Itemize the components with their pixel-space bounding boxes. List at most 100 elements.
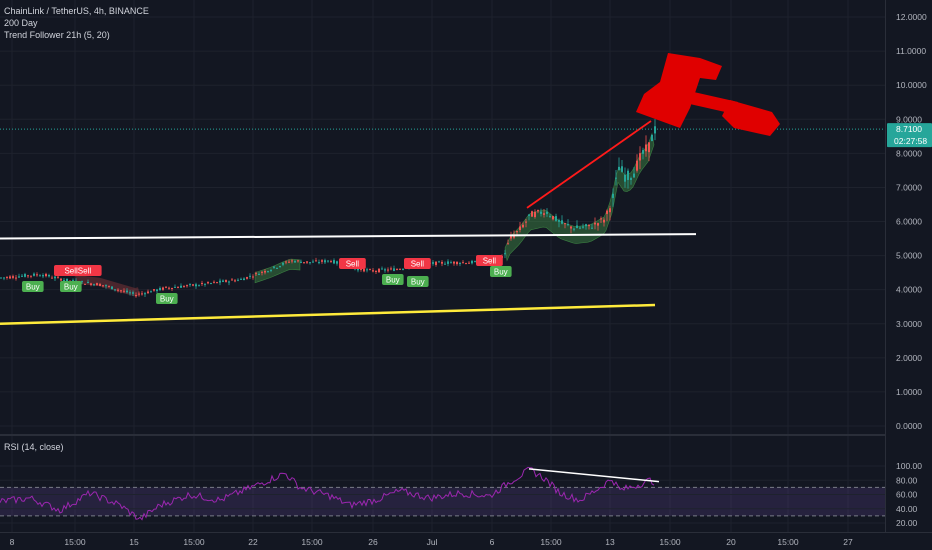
- rsi-line: [0, 466, 655, 521]
- candle-body: [303, 262, 305, 264]
- candle-body: [450, 262, 452, 264]
- candle-body: [234, 280, 236, 282]
- time-tick-label: 26: [368, 537, 378, 547]
- candle-body: [381, 268, 383, 270]
- price-tick-label: 10.0000: [896, 80, 927, 90]
- candle-body: [27, 275, 29, 277]
- candle-body: [171, 287, 173, 290]
- candle-body: [276, 267, 278, 269]
- candle-body: [267, 271, 269, 273]
- candle-body: [201, 283, 203, 285]
- candle-body: [456, 261, 458, 265]
- candle-body: [573, 228, 575, 230]
- candle-body: [645, 144, 647, 152]
- time-scale[interactable]: [0, 532, 932, 550]
- candle-body: [369, 269, 371, 271]
- candle-body: [0, 277, 2, 279]
- ma-200-line[interactable]: [0, 303, 656, 326]
- buy-signal-badge[interactable]: [60, 281, 82, 292]
- buy-signal-badge[interactable]: [407, 276, 429, 287]
- indicator-200-day[interactable]: 200 Day: [4, 18, 38, 28]
- candle-body: [18, 276, 20, 278]
- sell-signal-badge-label: Sell: [483, 257, 497, 266]
- candle-body: [228, 281, 230, 283]
- price-tick-label: 0.0000: [896, 421, 922, 431]
- candle-body: [129, 292, 131, 294]
- symbol-legend[interactable]: ChainLink / TetherUS, 4h, BINANCE: [4, 6, 149, 16]
- sell-signal-badge-label: SellSell: [64, 267, 91, 276]
- candle-body: [84, 283, 86, 285]
- candle-body: [210, 283, 212, 285]
- sell-signal-badge[interactable]: [339, 258, 366, 269]
- candle-body: [51, 277, 53, 279]
- time-tick-label: 8: [10, 537, 15, 547]
- candle-body: [336, 261, 338, 264]
- candle-body: [558, 220, 560, 222]
- buy-signal-badge[interactable]: [22, 281, 44, 292]
- candle-body: [507, 243, 509, 245]
- candle-body: [516, 231, 518, 233]
- candle-body: [99, 284, 101, 286]
- candle-body: [108, 286, 110, 288]
- candle-body: [120, 290, 122, 292]
- candle-body: [306, 261, 308, 263]
- rising-trendline[interactable]: [526, 120, 652, 209]
- candle-body: [366, 269, 368, 271]
- rsi-legend[interactable]: RSI (14, close): [4, 442, 64, 452]
- time-tick-label: 15:00: [540, 537, 562, 547]
- candle-body: [441, 261, 443, 264]
- resistance-trendline[interactable]: [0, 233, 697, 240]
- candle-body: [147, 291, 149, 294]
- candle-body: [432, 262, 434, 264]
- candle-body: [57, 276, 59, 278]
- buy-signal-badge[interactable]: [382, 274, 404, 285]
- sell-signal-badge-label: Sell: [411, 260, 425, 269]
- candle-body: [570, 226, 572, 229]
- candle-body: [603, 219, 605, 223]
- rsi-tick-label: 20.00: [896, 518, 918, 528]
- candle-body: [546, 211, 548, 214]
- candle-body: [621, 166, 623, 172]
- candle-body: [102, 285, 104, 287]
- buy-signal-badge[interactable]: [490, 266, 512, 277]
- candle-body: [111, 286, 113, 290]
- candle-body: [195, 284, 197, 287]
- candle-body: [294, 261, 296, 263]
- candle-body: [534, 211, 536, 218]
- time-tick-label: 15:00: [183, 537, 205, 547]
- candle-body: [465, 263, 467, 265]
- sell-signal-badge[interactable]: [404, 258, 431, 269]
- candle-body: [378, 268, 380, 273]
- candle-body: [459, 263, 461, 265]
- rsi-tick-label: 80.00: [896, 475, 918, 485]
- time-tick-label: 15:00: [301, 537, 323, 547]
- price-scale[interactable]: [885, 0, 932, 532]
- candle-body: [72, 280, 74, 282]
- candle-body: [462, 262, 464, 264]
- indicator-trend-follower[interactable]: Trend Follower 21h (5, 20): [4, 30, 110, 40]
- scale-corner[interactable]: [886, 533, 932, 550]
- last-price-label[interactable]: [887, 123, 932, 148]
- candle-body: [93, 284, 95, 286]
- candle-body: [240, 278, 242, 280]
- candle-body: [390, 268, 392, 270]
- candle-body: [156, 289, 158, 292]
- candle-body: [96, 283, 98, 286]
- candle-body: [90, 283, 92, 285]
- candle-body: [243, 278, 245, 281]
- sell-signal-badge[interactable]: [476, 255, 503, 266]
- sell-signal-badge[interactable]: [54, 265, 102, 276]
- time-tick-label: 20: [726, 537, 736, 547]
- candle-body: [585, 224, 587, 227]
- price-tick-label: 1.0000: [896, 387, 922, 397]
- rsi-divergence-line[interactable]: [528, 468, 660, 483]
- candle-body: [255, 273, 257, 275]
- price-tick-label: 6.0000: [896, 217, 922, 227]
- candle-body: [198, 285, 200, 287]
- buy-signal-badge-label: Buy: [64, 283, 78, 292]
- candle-body: [654, 126, 656, 134]
- buy-signal-badge[interactable]: [156, 293, 178, 304]
- candle-body: [24, 274, 26, 277]
- candle-body: [531, 211, 533, 217]
